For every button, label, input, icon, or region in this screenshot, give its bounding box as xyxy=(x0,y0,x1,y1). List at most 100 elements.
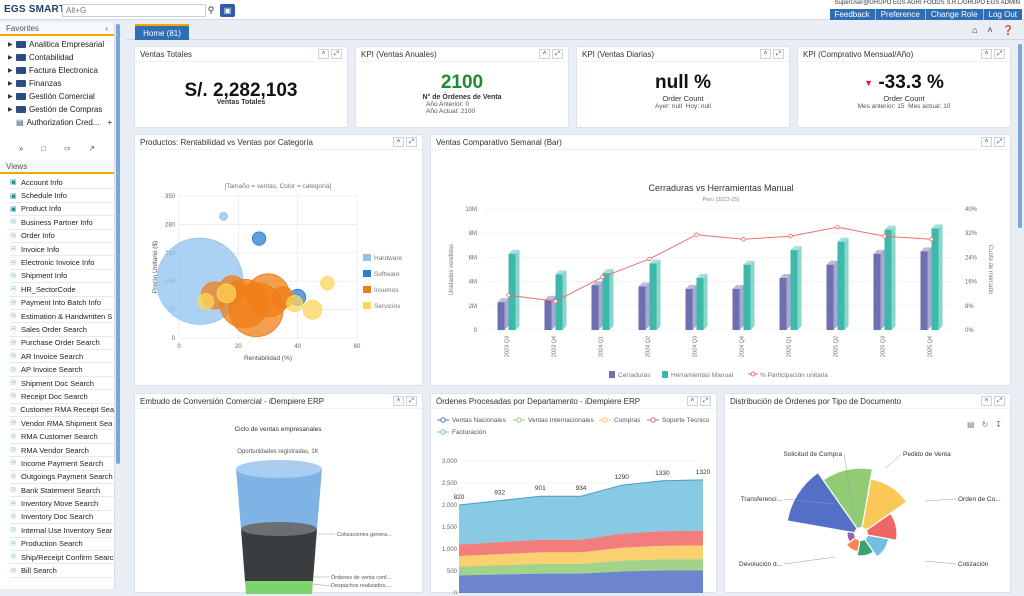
data-view-icon[interactable]: ▤ xyxy=(967,420,975,429)
bar-herramientas[interactable] xyxy=(743,264,751,330)
funnel-stage-3[interactable] xyxy=(245,581,313,594)
change-role-link[interactable]: Change Role xyxy=(926,9,984,20)
favorite-folder[interactable]: ▶ Contabilidad xyxy=(8,53,74,62)
bubble-point[interactable] xyxy=(320,276,335,291)
view-item[interactable]: ☉ HR_SectorCode xyxy=(10,283,114,297)
search-icon[interactable]: ⚲ xyxy=(207,5,215,15)
rose-slice[interactable] xyxy=(860,478,908,536)
sidebar-scrollbar[interactable] xyxy=(116,24,120,464)
download-icon[interactable]: ↧ xyxy=(995,420,1002,429)
collapse-icon[interactable]: ˄ xyxy=(760,49,771,59)
refresh-icon[interactable]: ↻ xyxy=(981,420,989,429)
collapse-icon[interactable]: ˄ xyxy=(981,396,992,406)
views-header[interactable]: Views xyxy=(0,160,114,174)
maximize-icon[interactable]: ⤢ xyxy=(406,137,417,147)
rose-slice[interactable] xyxy=(859,533,890,558)
line-point[interactable] xyxy=(506,293,511,298)
maximize-icon[interactable]: ⤢ xyxy=(994,49,1005,59)
bar-herramientas[interactable] xyxy=(696,277,704,330)
bubble-point[interactable] xyxy=(302,299,323,320)
view-item[interactable]: ☉ AR Invoice Search xyxy=(10,350,114,364)
view-item[interactable]: ☉ Customer RMA Receipt Sea xyxy=(10,404,114,418)
collapse-icon[interactable]: ˄ xyxy=(318,49,329,59)
view-item[interactable]: ☉ Estimation & Handwritten S xyxy=(10,310,114,324)
favorite-folder[interactable]: ▶ Gestión Comercial xyxy=(8,92,95,101)
view-item[interactable]: ☉ Outgoings Payment Search xyxy=(10,471,114,484)
view-item[interactable]: ☉ Shipment Doc Search xyxy=(10,377,114,391)
collapse-icon[interactable]: ˄ xyxy=(393,137,404,147)
maximize-icon[interactable]: ⤢ xyxy=(994,137,1005,147)
funnel-stage-2[interactable] xyxy=(241,529,317,581)
view-item[interactable]: ☉ Invoice Info xyxy=(10,243,114,257)
expand-icon[interactable]: ▶ xyxy=(8,42,13,48)
line-point[interactable] xyxy=(553,299,558,304)
bar-cerraduras[interactable] xyxy=(685,288,693,330)
main-scrollbar[interactable] xyxy=(1017,40,1023,589)
bar-herramientas[interactable] xyxy=(837,241,845,330)
expand-icon[interactable]: ▶ xyxy=(8,55,13,61)
area-1[interactable] xyxy=(459,559,703,576)
area-3[interactable] xyxy=(459,530,703,557)
bubble-point[interactable] xyxy=(216,283,237,304)
expand-icon[interactable]: ▶ xyxy=(8,81,13,87)
org-chart-button[interactable]: ▣ xyxy=(220,4,235,17)
bar-cerraduras[interactable] xyxy=(638,286,646,330)
new-folder-icon[interactable]: □ xyxy=(41,144,47,153)
tab-home[interactable]: Home (81) xyxy=(135,24,189,40)
area-2[interactable] xyxy=(459,545,703,567)
area-4[interactable] xyxy=(459,479,703,545)
maximize-icon[interactable]: ⤢ xyxy=(700,396,711,406)
view-item[interactable]: ☉ Internal Use Inventory Sear xyxy=(10,524,114,538)
view-item[interactable]: ☉ Production Search xyxy=(10,538,114,551)
bubble-point[interactable] xyxy=(228,282,284,338)
rose-slice[interactable] xyxy=(786,471,863,535)
favorite-folder[interactable]: ▶ Analitica Empresarial xyxy=(8,40,105,49)
view-item[interactable]: ☉ Vendor RMA Shipment Sea xyxy=(10,417,114,431)
rose-slice[interactable] xyxy=(859,512,898,541)
line-point[interactable] xyxy=(741,237,746,242)
view-item[interactable]: ☉ Order Info xyxy=(10,230,114,243)
bar-cerraduras[interactable] xyxy=(497,302,505,330)
bar-herramientas[interactable] xyxy=(931,228,939,330)
area-0[interactable] xyxy=(459,570,703,593)
view-item[interactable]: ☉ Ship/Receipt Confirm Searc xyxy=(10,551,114,565)
line-point[interactable] xyxy=(929,237,934,242)
view-item[interactable]: ☉ Business Partner Info xyxy=(10,216,114,230)
view-item[interactable]: ☉ AP Invoice Search xyxy=(10,363,114,377)
view-item[interactable]: ☉ Shipment Info xyxy=(10,270,114,284)
collapse-icon[interactable]: ˄ xyxy=(981,49,992,59)
view-item[interactable]: ☉ Electronic Invoice Info xyxy=(10,256,114,270)
view-item[interactable]: ▣ Product Info xyxy=(10,203,114,217)
bar-herramientas[interactable] xyxy=(884,229,892,330)
maximize-icon[interactable]: ⤢ xyxy=(406,396,417,406)
view-item[interactable]: ▣ Schedule Info xyxy=(10,189,114,203)
bar-cerraduras[interactable] xyxy=(826,264,834,330)
line-point[interactable] xyxy=(600,274,605,280)
bubble-point[interactable] xyxy=(219,211,228,221)
bar-herramientas[interactable] xyxy=(602,273,610,330)
expand-icon[interactable]: ▶ xyxy=(8,94,13,100)
favorite-item[interactable]: ▤ Authorization Cred... + xyxy=(16,118,113,127)
view-item[interactable]: ☉ Inventory Move Search xyxy=(10,497,114,511)
view-item[interactable]: ☉ RMA Customer Search xyxy=(10,430,114,444)
line-point[interactable] xyxy=(694,232,699,237)
favorite-folder[interactable]: ▶ Factura Electronica xyxy=(8,66,98,75)
line-point[interactable] xyxy=(647,256,652,262)
view-item[interactable]: ☉ RMA Vendor Search xyxy=(10,444,114,458)
view-item[interactable]: ▣ Account Info xyxy=(10,176,114,190)
bar-cerraduras[interactable] xyxy=(544,299,552,330)
line-point[interactable] xyxy=(882,234,887,239)
maximize-icon[interactable]: ⤢ xyxy=(552,49,563,59)
expand-icon[interactable]: ▶ xyxy=(8,68,13,74)
view-item[interactable]: ☉ Income Payment Search xyxy=(10,457,114,471)
view-item[interactable]: ☉ Receipt Doc Search xyxy=(10,390,114,404)
help-icon[interactable]: ❓ xyxy=(1002,25,1014,35)
funnel-stage-1[interactable] xyxy=(236,469,322,529)
view-item[interactable]: ☉ Bank Statement Search xyxy=(10,484,114,498)
bar-herramientas[interactable] xyxy=(790,250,798,330)
preference-link[interactable]: Preference xyxy=(876,9,926,20)
feedback-link[interactable]: Feedback xyxy=(830,9,876,20)
collapse-icon[interactable]: ˄ xyxy=(393,396,404,406)
bar-cerraduras[interactable] xyxy=(591,285,599,330)
home-icon[interactable]: ⌂ xyxy=(972,25,978,35)
